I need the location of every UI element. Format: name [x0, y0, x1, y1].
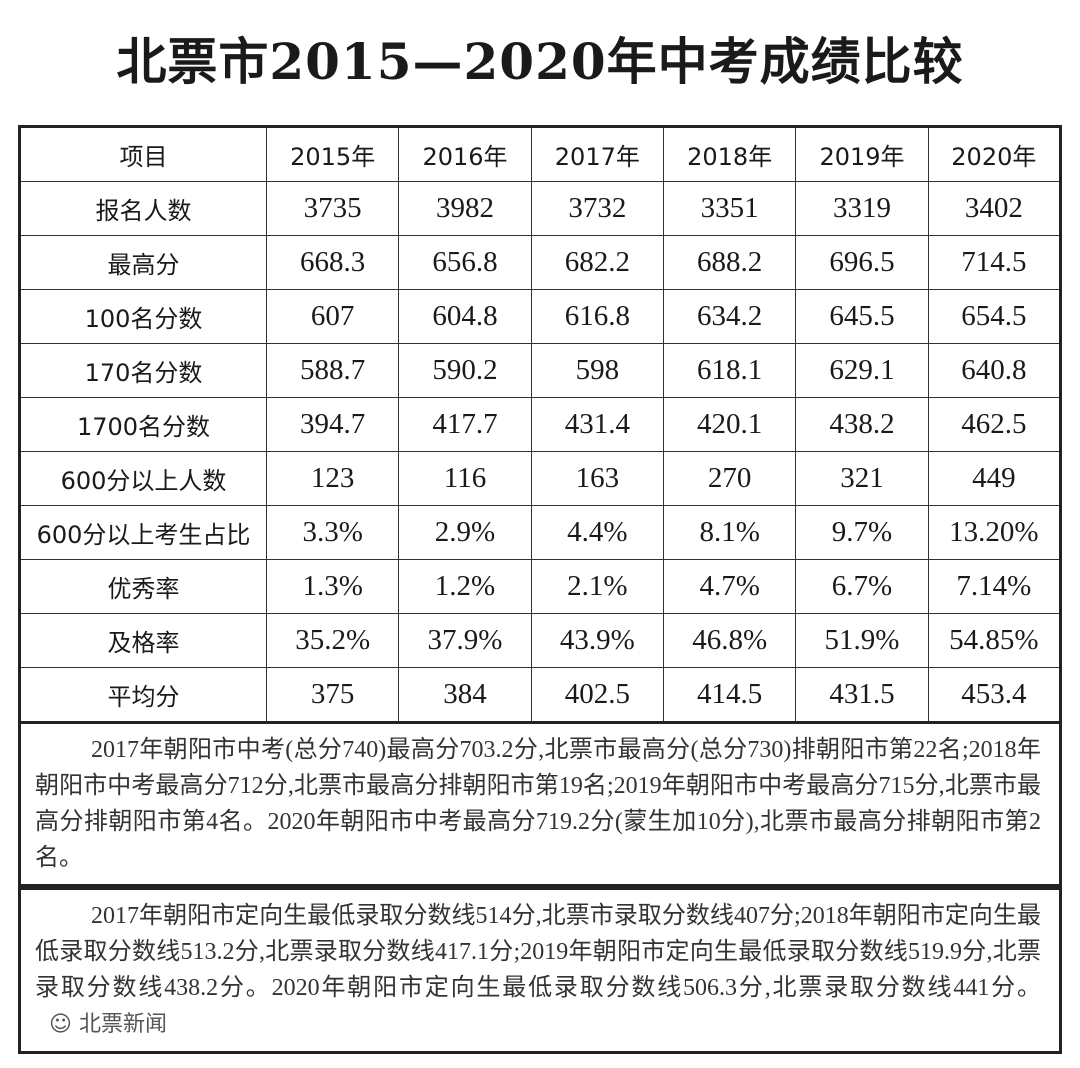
table-row: 600分以上人数 123 116 163 270 321 449 — [19, 451, 1062, 506]
wechat-icon: ☺ — [49, 1012, 79, 1037]
row-label: 600分以上人数 — [19, 451, 267, 506]
note-highest-score: 2017年朝阳市中考(总分740)最高分703.2分,北票市最高分(总分730)… — [18, 724, 1062, 887]
table-cell: 420.1 — [662, 397, 797, 452]
table-cell: 2.1% — [530, 559, 664, 614]
table-cell: 417.7 — [398, 397, 532, 452]
table-cell: 7.14% — [927, 559, 1062, 614]
table-cell: 682.2 — [530, 235, 664, 290]
table-cell: 640.8 — [927, 343, 1062, 398]
table-cell: 588.7 — [265, 343, 400, 398]
table-cell: 629.1 — [795, 343, 929, 398]
table-cell: 384 — [398, 667, 532, 723]
table-cell: 656.8 — [398, 235, 532, 290]
row-label: 最高分 — [19, 235, 267, 290]
table-cell: 431.5 — [795, 667, 929, 723]
table-cell: 453.4 — [927, 667, 1062, 723]
table-cell: 270 — [662, 451, 797, 506]
note-admission-line-text: 2017年朝阳市定向生最低录取分数线514分,北票市录取分数线407分;2018… — [35, 903, 1041, 1001]
table-cell: 54.85% — [927, 613, 1062, 668]
table-cell: 438.2 — [795, 397, 929, 452]
table-row: 平均分 375 384 402.5 414.5 431.5 453.4 — [19, 667, 1062, 723]
table-cell: 3732 — [530, 181, 664, 236]
table-row: 1700名分数 394.7 417.7 431.4 420.1 438.2 462.5 — [19, 397, 1062, 452]
table-cell: 668.3 — [265, 235, 400, 290]
table-cell: 116 — [398, 451, 532, 506]
table-cell: 3982 — [398, 181, 532, 236]
table-row: 170名分数 588.7 590.2 598 618.1 629.1 640.8 — [19, 343, 1062, 398]
table-cell: 431.4 — [530, 397, 664, 452]
table-cell: 714.5 — [927, 235, 1062, 290]
page-title: 北票市2015—2020年中考成绩比较 — [116, 32, 964, 91]
table-cell: 616.8 — [530, 289, 664, 344]
table-cell: 3.3% — [265, 505, 400, 560]
table-cell: 13.20% — [927, 505, 1062, 560]
table-cell: 607 — [265, 289, 400, 344]
table-cell: 618.1 — [662, 343, 797, 398]
table-cell: 1.3% — [265, 559, 400, 614]
table-cell: 3402 — [927, 181, 1062, 236]
score-comparison-table: 项目 2015年 2016年 2017年 2018年 2019年 2020年 报名人数 3735… — [18, 125, 1062, 724]
table-row: 600分以上考生占比 3.3% 2.9% 4.4% 8.1% 9.7% 13.20% — [19, 505, 1062, 560]
column-header: 2020年 — [927, 126, 1062, 182]
table-cell: 2.9% — [398, 505, 532, 560]
row-label: 170名分数 — [19, 343, 267, 398]
row-label: 100名分数 — [19, 289, 267, 344]
table-cell: 604.8 — [398, 289, 532, 344]
table-cell: 598 — [530, 343, 664, 398]
table-row: 报名人数 3735 3982 3732 3351 3319 3402 — [19, 181, 1062, 236]
table-cell: 51.9% — [795, 613, 929, 668]
column-header: 2015年 — [265, 126, 400, 182]
table-cell: 9.7% — [795, 505, 929, 560]
table-cell: 4.4% — [530, 505, 664, 560]
column-header: 项目 — [19, 126, 267, 182]
table-cell: 462.5 — [927, 397, 1062, 452]
table-cell: 402.5 — [530, 667, 664, 723]
row-label: 报名人数 — [19, 181, 267, 236]
table-cell: 46.8% — [662, 613, 797, 668]
table-cell: 35.2% — [265, 613, 400, 668]
table-cell: 6.7% — [795, 559, 929, 614]
table-cell: 321 — [795, 451, 929, 506]
table-cell: 696.5 — [795, 235, 929, 290]
table-cell: 590.2 — [398, 343, 532, 398]
table-cell: 3351 — [662, 181, 797, 236]
row-label: 平均分 — [19, 667, 267, 723]
table-cell: 4.7% — [662, 559, 797, 614]
row-label: 优秀率 — [19, 559, 267, 614]
table-cell: 123 — [265, 451, 400, 506]
table-cell: 8.1% — [662, 505, 797, 560]
column-header: 2016年 — [398, 126, 532, 182]
table-cell: 688.2 — [662, 235, 797, 290]
row-label: 及格率 — [19, 613, 267, 668]
header-row: 项目 2015年 2016年 2017年 2018年 2019年 2020年 — [19, 126, 1062, 182]
column-header: 2018年 — [662, 126, 797, 182]
table-cell: 37.9% — [398, 613, 532, 668]
table-row: 最高分 668.3 656.8 682.2 688.2 696.5 714.5 — [19, 235, 1062, 290]
row-label: 600分以上考生占比 — [19, 505, 267, 560]
column-header: 2019年 — [795, 126, 929, 182]
watermark: ☺ 北票新闻 — [49, 1007, 167, 1043]
table-cell: 1.2% — [398, 559, 532, 614]
table-row: 100名分数 607 604.8 616.8 634.2 645.5 654.5 — [19, 289, 1062, 344]
table-cell: 3319 — [795, 181, 929, 236]
table-cell: 449 — [927, 451, 1062, 506]
table-cell: 634.2 — [662, 289, 797, 344]
watermark-text: 北票新闻 — [78, 1012, 167, 1037]
table-cell: 654.5 — [927, 289, 1062, 344]
column-header: 2017年 — [530, 126, 664, 182]
row-label: 1700名分数 — [19, 397, 267, 452]
table-cell: 3735 — [265, 181, 400, 236]
table-row: 优秀率 1.3% 1.2% 2.1% 4.7% 6.7% 7.14% — [19, 559, 1062, 614]
table-cell: 375 — [265, 667, 400, 723]
table-cell: 645.5 — [795, 289, 929, 344]
note-admission-line: 2017年朝阳市定向生最低录取分数线514分,北票市录取分数线407分;2018… — [18, 887, 1062, 1054]
table-cell: 414.5 — [662, 667, 797, 723]
table-cell: 163 — [530, 451, 664, 506]
table-cell: 43.9% — [530, 613, 664, 668]
table-cell: 394.7 — [265, 397, 400, 452]
table-row: 及格率 35.2% 37.9% 43.9% 46.8% 51.9% 54.85% — [19, 613, 1062, 668]
